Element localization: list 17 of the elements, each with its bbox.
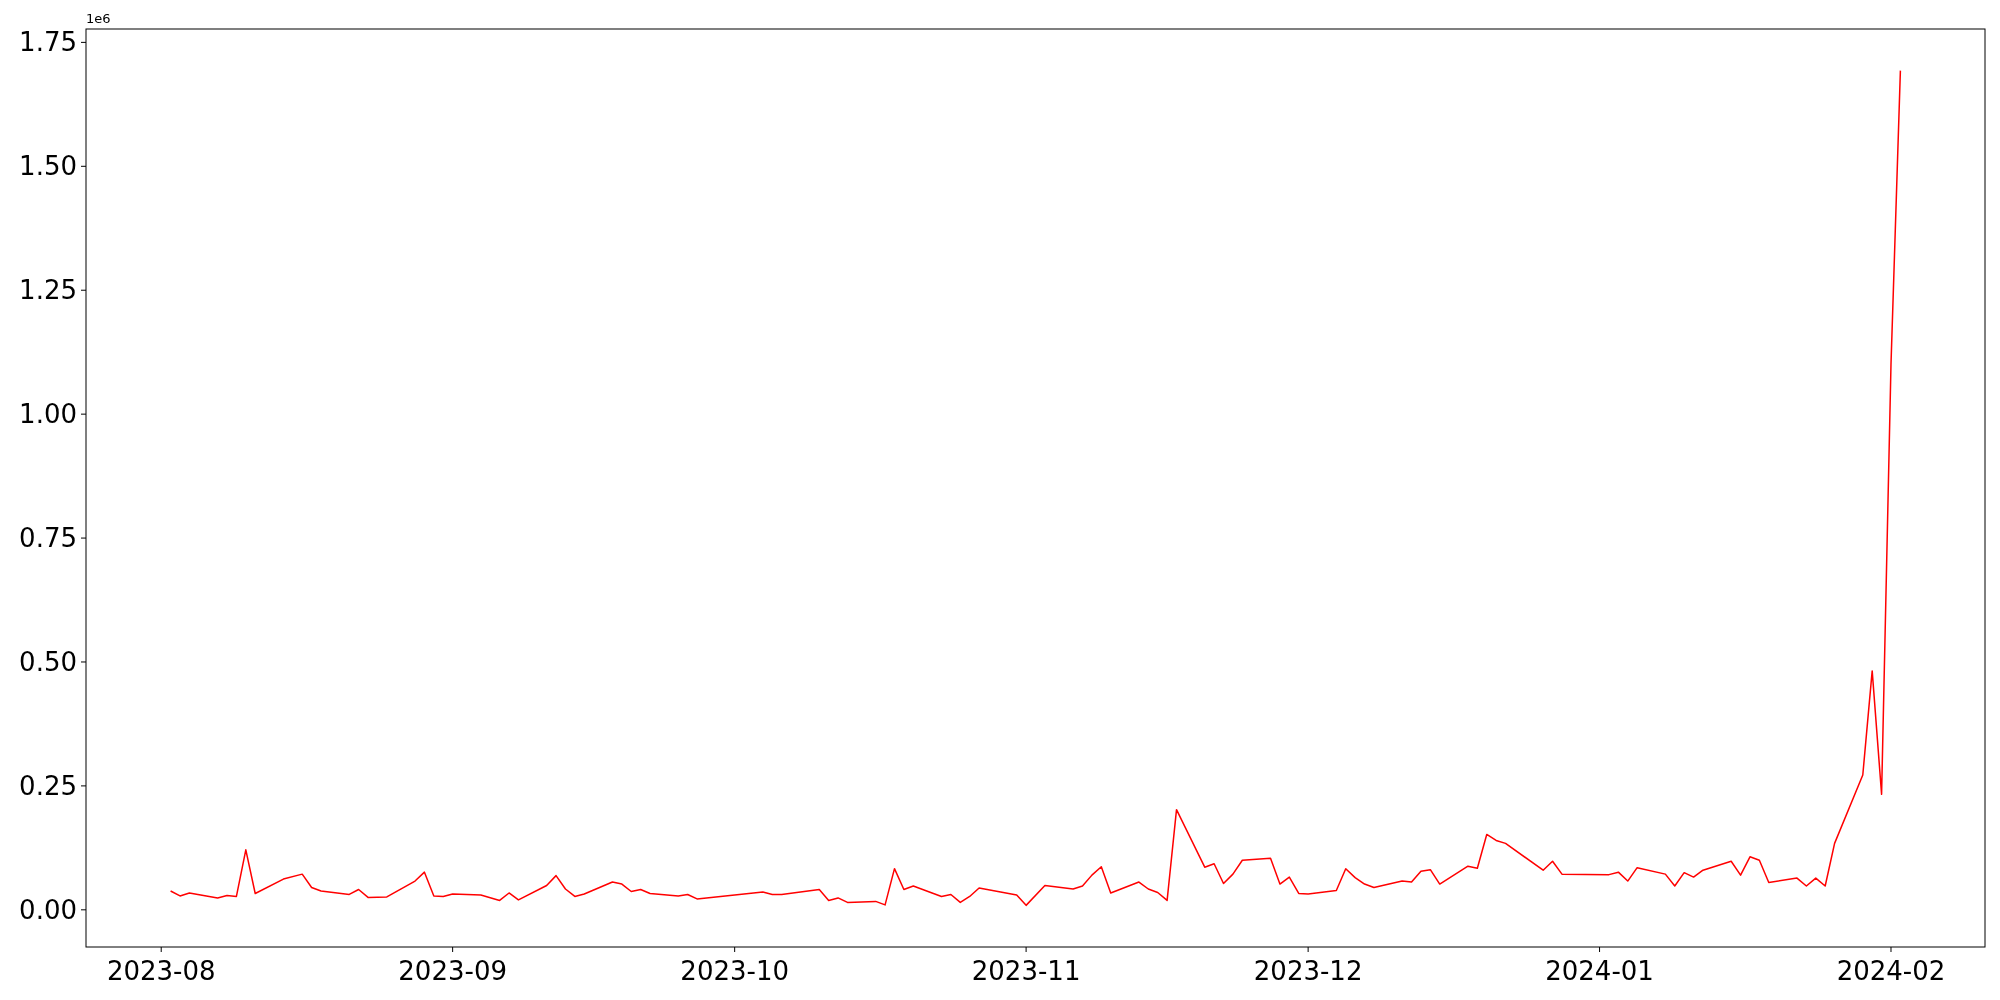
y-tick-label: 0.50: [19, 647, 77, 678]
y-tick-label: 0.00: [19, 894, 77, 925]
y-tick-label: 1.25: [19, 275, 77, 306]
y-tick-label: 0.25: [19, 771, 77, 801]
x-tick-label: 2023-10: [680, 956, 789, 986]
y-tick-label: 1.50: [19, 151, 77, 182]
text: 1e6: [86, 11, 111, 26]
y-tick-label: 1.75: [19, 27, 77, 58]
x-tick-label: 2023-12: [1253, 956, 1363, 986]
x-tick-label: 2023-11: [971, 956, 1081, 986]
x-tick-label: 2023-09: [398, 956, 507, 986]
line-series: [169, 69, 1902, 907]
x-tick-label: 2023-08: [106, 956, 216, 986]
x-tick-label: 2024-01: [1545, 956, 1654, 986]
y-tick-label: 0.75: [19, 523, 77, 554]
y-tick-label: 1.00: [19, 399, 77, 430]
x-tick-label: 2024-02: [1836, 956, 1946, 986]
